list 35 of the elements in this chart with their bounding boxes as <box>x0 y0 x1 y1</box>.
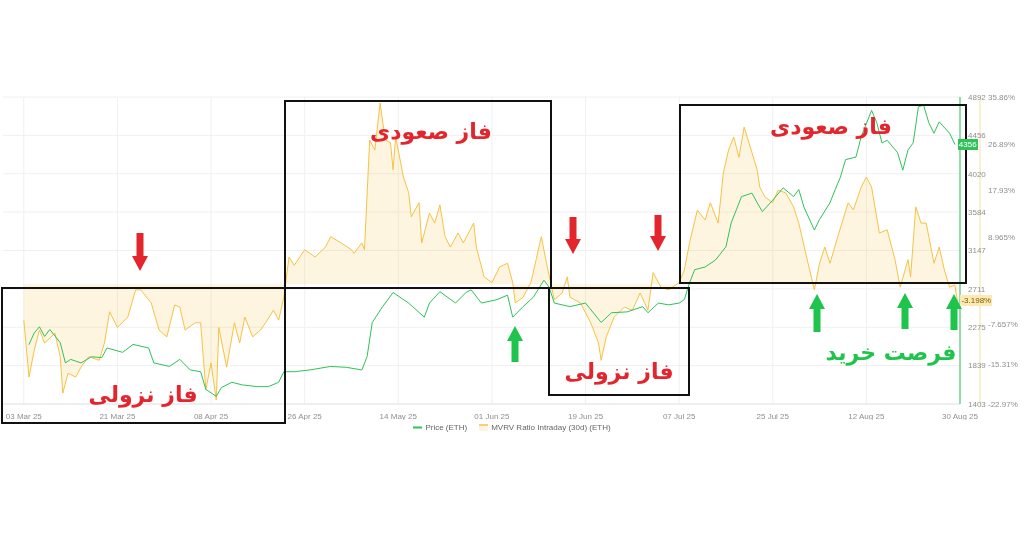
y2-tick-label: 26.89% <box>988 139 1016 149</box>
y2-tick-label: 35.86% <box>988 92 1016 102</box>
x-tick-label: 08 Apr 25 <box>193 411 229 421</box>
x-tick-label: 26 Apr 25 <box>287 411 323 421</box>
legend-label: Price (ETH) <box>425 423 468 432</box>
y-tick-label: 4456 <box>968 131 987 141</box>
x-tick-label: 07 Jul 25 <box>662 411 696 421</box>
x-tick-label: 01 Jun 25 <box>474 411 511 421</box>
x-tick-label: 25 Jul 25 <box>756 411 790 421</box>
y-tick-label: 4020 <box>968 169 987 179</box>
data-label: -3.198% <box>960 295 993 307</box>
y2-tick-label: 17.93% <box>988 186 1016 196</box>
y2-tick-label: 8.965% <box>988 233 1016 243</box>
y-tick-label: 2275 <box>968 323 987 333</box>
y2-tick-label: -7.657% <box>988 319 1018 329</box>
x-tick-label: 14 May 25 <box>379 411 418 421</box>
data-label: 4356 <box>957 138 978 150</box>
y-tick-label: 3584 <box>968 207 987 217</box>
x-tick-label: 19 Jun 25 <box>567 411 604 421</box>
x-tick-label: 12 Aug 25 <box>848 411 885 421</box>
y-tick-label: 1839 <box>968 361 987 371</box>
x-tick-label: 30 Aug 25 <box>941 411 979 421</box>
legend-label: MVRV Ratio Intraday (30d) (ETH) <box>491 423 611 432</box>
y2-tick-label: -15.31% <box>988 359 1018 369</box>
annotation: فاز نزولی <box>564 358 674 385</box>
annotation: فاز نزولی <box>88 381 198 408</box>
annotation: فرصت خرید <box>825 339 957 366</box>
y-tick-label: 3147 <box>968 246 987 256</box>
y2-tick-label: -22.97% <box>988 399 1018 409</box>
y-tick-label: 1403 <box>968 399 987 409</box>
x-tick-label: 03 Mar 25 <box>5 411 43 421</box>
x-tick-label: 21 Mar 25 <box>99 411 136 421</box>
y-tick-label: 4892 <box>968 92 987 102</box>
annotation: فاز صعودی <box>370 118 492 145</box>
y-tick-label: 2711 <box>968 284 986 294</box>
